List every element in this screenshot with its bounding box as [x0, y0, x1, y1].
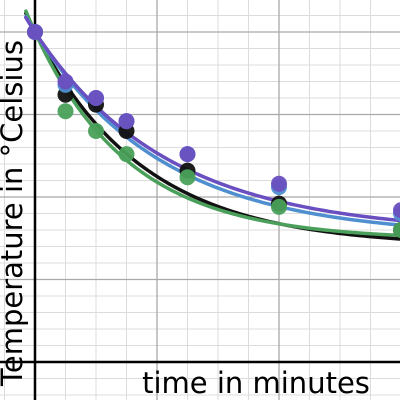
fit-curve-3 — [24, 14, 400, 227]
data-point-series-2 — [118, 146, 135, 163]
data-point-series-4 — [179, 146, 196, 163]
data-points — [27, 24, 400, 238]
data-point-series-2 — [271, 198, 287, 215]
fit-curve-2 — [24, 9, 400, 238]
data-point-series-2 — [393, 222, 400, 238]
data-point-series-2 — [57, 103, 74, 120]
data-point-series-4 — [27, 24, 43, 40]
data-point-series-2 — [88, 123, 104, 139]
data-point-series-2 — [179, 169, 196, 186]
fit-curve-1 — [24, 11, 400, 241]
x-axis-label: time in minutes — [142, 366, 370, 400]
fit-curves — [24, 9, 400, 241]
data-point-series-4 — [57, 73, 74, 90]
data-point-series-4 — [393, 202, 400, 219]
fit-curve-4 — [24, 15, 400, 223]
data-point-series-4 — [271, 175, 287, 192]
y-axis-label: Temperature in °Celsius — [0, 40, 29, 387]
data-point-series-4 — [118, 113, 135, 130]
data-point-series-4 — [88, 90, 104, 106]
